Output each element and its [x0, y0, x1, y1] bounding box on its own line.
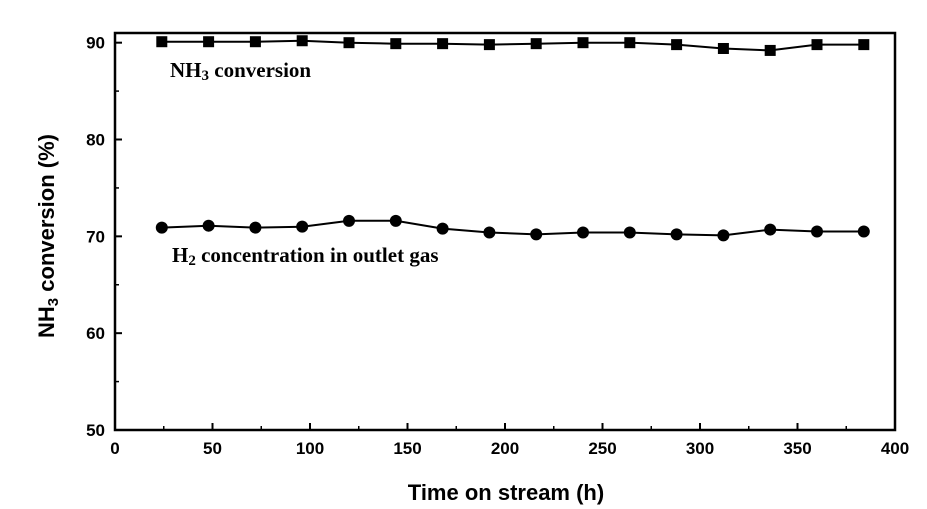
data-point-square	[483, 39, 495, 51]
data-point-circle	[670, 228, 683, 241]
data-point-square	[437, 38, 449, 50]
annotation-nh3-sub: 3	[202, 68, 210, 84]
annotation-h2-sub: 2	[188, 253, 196, 269]
data-point-circle	[483, 226, 496, 239]
data-point-square	[858, 39, 870, 51]
y-tick-label: 50	[86, 421, 105, 440]
data-point-circle	[249, 221, 262, 234]
annotation-h2-rest: concentration in outlet gas	[196, 243, 439, 267]
y-tick-label: 70	[86, 227, 105, 246]
data-point-square	[156, 36, 168, 48]
x-tick-label: 400	[881, 439, 909, 458]
data-point-square	[390, 38, 402, 50]
data-point-square	[671, 39, 683, 51]
annotation-nh3-main: NH	[170, 58, 202, 82]
data-point-circle	[857, 225, 870, 238]
x-tick-label: 50	[203, 439, 222, 458]
data-point-circle	[577, 226, 589, 239]
data-point-square	[249, 36, 261, 48]
annotation-nh3-rest: conversion	[209, 58, 311, 82]
annotation-nh3-conversion: NH3 conversion	[170, 58, 311, 84]
x-tick-label: 250	[588, 439, 616, 458]
data-point-square	[203, 36, 215, 48]
data-point-circle	[811, 225, 823, 238]
x-tick-label: 100	[296, 439, 324, 458]
data-point-circle	[623, 226, 636, 239]
data-point-circle	[389, 214, 402, 227]
x-tick-label: 350	[783, 439, 811, 458]
data-point-circle	[343, 214, 355, 227]
annotation-h2-concentration: H2 concentration in outlet gas	[172, 243, 439, 269]
x-tick-label: 300	[686, 439, 714, 458]
data-point-square	[343, 37, 355, 49]
y-tick-label: 80	[86, 131, 105, 150]
plot-layer: 0 50 100 150 200 250 300 350 400 50 60 70 80 90	[86, 31, 909, 458]
data-point-circle	[530, 228, 543, 241]
annotation-h2-main: H	[172, 243, 188, 267]
y-axis-title-main: NH	[34, 306, 59, 338]
data-point-circle	[717, 229, 730, 242]
data-point-square	[530, 38, 542, 50]
x-axis-title: Time on stream (h)	[408, 480, 604, 505]
y-tick-label: 90	[86, 34, 105, 53]
data-point-square	[717, 42, 729, 54]
data-point-circle	[155, 221, 168, 234]
y-axis-title-rest: conversion (%)	[34, 134, 59, 298]
plot-frame	[113, 31, 897, 432]
x-tick-label: 150	[393, 439, 421, 458]
data-point-square	[811, 39, 823, 51]
y-tick-label: 60	[86, 324, 105, 343]
data-point-square	[577, 37, 589, 49]
data-point-circle	[296, 220, 309, 233]
y-axis-title-sub: 3	[45, 298, 62, 306]
data-point-square	[764, 44, 776, 56]
x-tick-label: 200	[491, 439, 519, 458]
y-axis-title: NH3 conversion (%)	[34, 134, 62, 338]
data-point-square	[296, 35, 308, 47]
series-line-circle	[161, 219, 864, 237]
data-point-circle	[202, 219, 215, 232]
series-line-square	[161, 39, 864, 52]
x-tick-label: 0	[110, 439, 119, 458]
data-point-circle	[764, 223, 777, 236]
data-point-circle	[436, 222, 449, 235]
data-point-square	[624, 37, 636, 49]
